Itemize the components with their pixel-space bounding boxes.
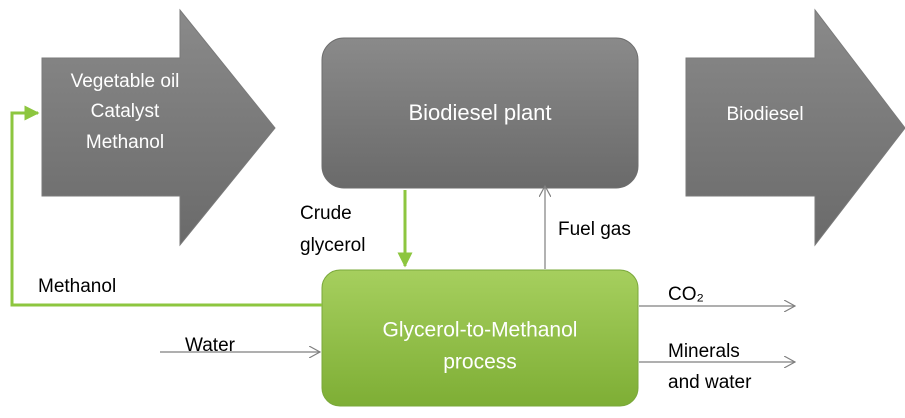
edge-label: glycerol <box>300 235 365 256</box>
output-arrow <box>685 8 905 247</box>
edge-label: Minerals <box>668 341 740 362</box>
node-label: Biodiesel <box>726 104 803 125</box>
node-label: Methanol <box>86 132 164 153</box>
node-label: Vegetable oil <box>71 71 180 92</box>
edge-label: CO₂ <box>668 284 704 305</box>
methanol-recycle <box>10 105 322 307</box>
gtm-box <box>321 269 639 407</box>
plant-box <box>321 37 639 189</box>
node-label: process <box>443 351 517 374</box>
input-arrow <box>41 8 276 247</box>
edge-label: Water <box>185 335 236 356</box>
edge-label: Fuel gas <box>558 219 631 240</box>
edge-label: Methanol <box>38 276 116 297</box>
node-label: Catalyst <box>91 101 160 122</box>
node-label: Glycerol-to-Methanol <box>383 319 578 342</box>
edge-label: and water <box>668 372 752 393</box>
node-label: Biodiesel plant <box>408 100 551 125</box>
edge-label: Crude <box>300 203 352 224</box>
